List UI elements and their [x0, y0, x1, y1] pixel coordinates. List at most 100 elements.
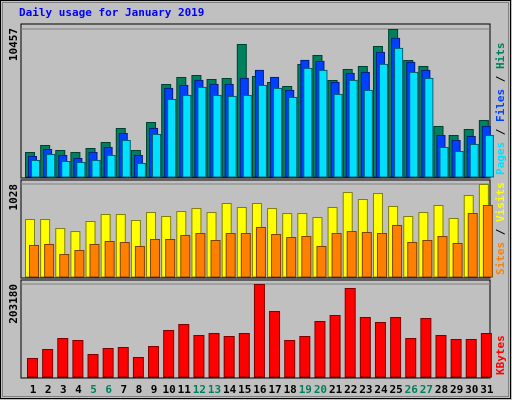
x-tick-label: 19 [299, 383, 312, 396]
bar [117, 346, 129, 378]
bar [420, 317, 432, 378]
x-tick-label: 2 [45, 383, 52, 396]
x-tick-label: 4 [75, 383, 82, 396]
bar [195, 233, 206, 278]
x-tick-label: 17 [268, 383, 281, 396]
bar [148, 345, 160, 378]
bar [46, 153, 56, 178]
bar [225, 233, 236, 278]
bar [42, 348, 54, 378]
x-tick-label: 5 [90, 383, 97, 396]
x-tick-label: 26 [405, 383, 419, 396]
bar [405, 337, 417, 378]
bar [344, 287, 356, 378]
bar [182, 94, 192, 178]
bar [104, 240, 115, 278]
legend: Sites / Visits [494, 182, 507, 275]
bar [27, 357, 38, 378]
bar [288, 96, 298, 178]
bar [102, 347, 114, 378]
bar [152, 133, 162, 178]
legend: KBytes [494, 335, 507, 375]
bar [407, 241, 418, 278]
bar [134, 245, 145, 278]
legend-separator: / [494, 222, 507, 242]
bar [329, 314, 341, 378]
bar [208, 332, 220, 378]
x-tick-label: 13 [208, 383, 221, 396]
bar [72, 339, 84, 378]
y-tick-label: 10457 [7, 28, 20, 61]
bar [31, 159, 40, 178]
x-tick-label: 8 [136, 383, 143, 396]
x-tick-label: 20 [314, 383, 327, 396]
bar [106, 154, 116, 178]
x-tick-label: 1 [30, 383, 37, 396]
x-tick-label: 7 [120, 383, 127, 396]
legend-entry: Pages [494, 142, 507, 175]
bar [439, 146, 449, 178]
x-tick-label: 29 [450, 383, 463, 396]
bar [480, 332, 492, 378]
x-tick-label: 11 [178, 383, 192, 396]
bar [346, 231, 357, 278]
bar [212, 94, 222, 178]
bar [284, 339, 296, 378]
bar [197, 86, 207, 178]
bar [136, 162, 146, 178]
bar [271, 234, 282, 278]
bar [390, 316, 402, 378]
bar [482, 204, 493, 278]
x-tick-label: 14 [223, 383, 237, 396]
bar [348, 79, 358, 178]
bar [180, 235, 191, 278]
x-tick-label: 6 [105, 383, 112, 396]
x-tick-label: 12 [193, 383, 206, 396]
bar [318, 69, 328, 178]
bar [165, 239, 176, 278]
bar [119, 241, 130, 278]
bar [374, 321, 386, 378]
bar [61, 160, 71, 178]
y-tick-label: 203180 [7, 284, 20, 324]
x-tick-label: 25 [389, 383, 402, 396]
legend-entry: Sites [494, 242, 507, 275]
bar [435, 334, 447, 378]
x-tick-label: 9 [151, 383, 158, 396]
bar [87, 353, 99, 378]
bar [378, 63, 388, 178]
bar [303, 67, 313, 178]
bar [454, 150, 464, 178]
bar [59, 254, 70, 278]
bar [163, 329, 175, 378]
bar [392, 224, 403, 278]
x-tick-label: 31 [480, 383, 494, 396]
bar [57, 337, 69, 378]
bar [223, 335, 235, 378]
bar [76, 161, 86, 178]
bar [286, 237, 297, 278]
bar [359, 316, 371, 378]
legend-entry: Files [494, 89, 507, 122]
bar [44, 243, 55, 278]
bar [29, 244, 39, 278]
inner-border [2, 2, 509, 397]
x-tick-label: 3 [60, 383, 67, 396]
bar [452, 242, 463, 278]
bar [376, 233, 387, 278]
bar [465, 338, 477, 378]
bar [210, 239, 221, 278]
x-tick-label: 15 [238, 383, 251, 396]
bar [424, 77, 434, 178]
bar [240, 233, 251, 278]
bar [132, 356, 144, 378]
legend-separator: / [494, 122, 507, 142]
bar [273, 87, 283, 178]
bar [227, 95, 237, 178]
bar [193, 334, 205, 378]
legend-entry: KBytes [494, 335, 507, 375]
legend-separator: / [494, 69, 507, 89]
bar [467, 213, 478, 278]
bar [253, 284, 265, 378]
bar [299, 335, 311, 378]
